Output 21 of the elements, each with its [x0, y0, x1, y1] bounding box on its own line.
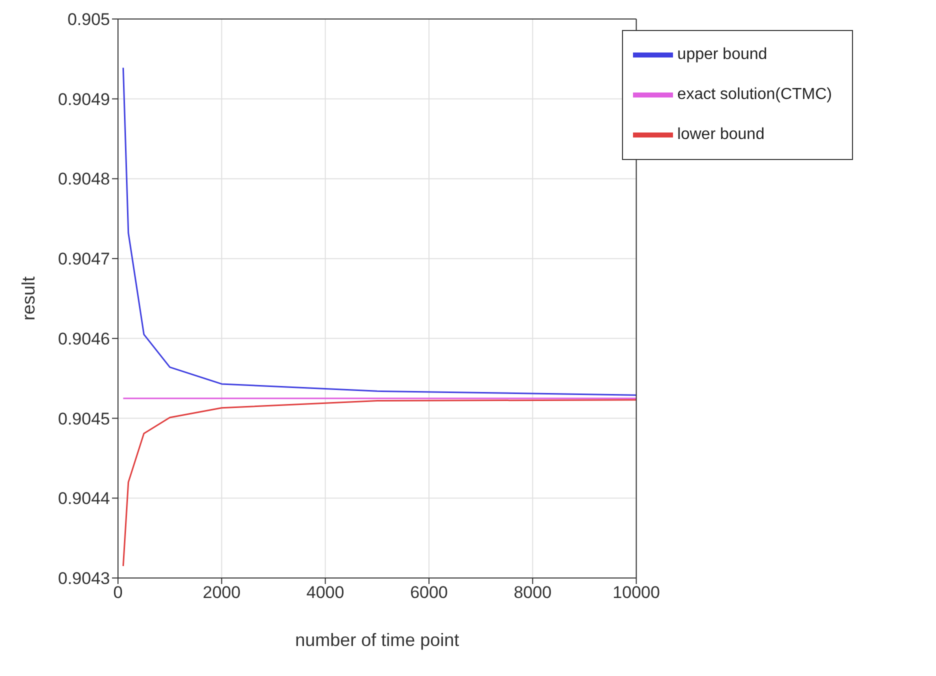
- x-tick-label: 0: [113, 583, 123, 602]
- y-axis-title: result: [18, 276, 38, 321]
- line-series: [122, 399, 636, 567]
- y-tick-label: 0.905: [67, 10, 110, 30]
- y-tick-label: 0.9046: [58, 329, 110, 348]
- x-tick-label: 4000: [306, 583, 344, 602]
- y-tick-label: 0.9044: [58, 489, 110, 508]
- x-tick-label: 6000: [410, 583, 448, 602]
- x-axis-title: number of time point: [295, 630, 460, 650]
- line-series: [122, 66, 636, 396]
- legend-label: upper bound: [677, 46, 768, 64]
- x-tick-label: 8000: [514, 583, 552, 602]
- y-tick-label: 0.9045: [58, 409, 110, 428]
- x-tick-label: 10000: [612, 583, 660, 602]
- y-tick-label: 0.9047: [58, 250, 110, 269]
- y-tick-label: 0.9048: [58, 170, 110, 189]
- x-tick-label: 2000: [202, 583, 241, 602]
- y-tick-label: 0.9043: [58, 569, 110, 588]
- legend-label: exact solution(CTMC): [677, 86, 832, 104]
- legend-label: lower bound: [677, 126, 764, 144]
- y-tick-label: 0.9049: [58, 90, 110, 109]
